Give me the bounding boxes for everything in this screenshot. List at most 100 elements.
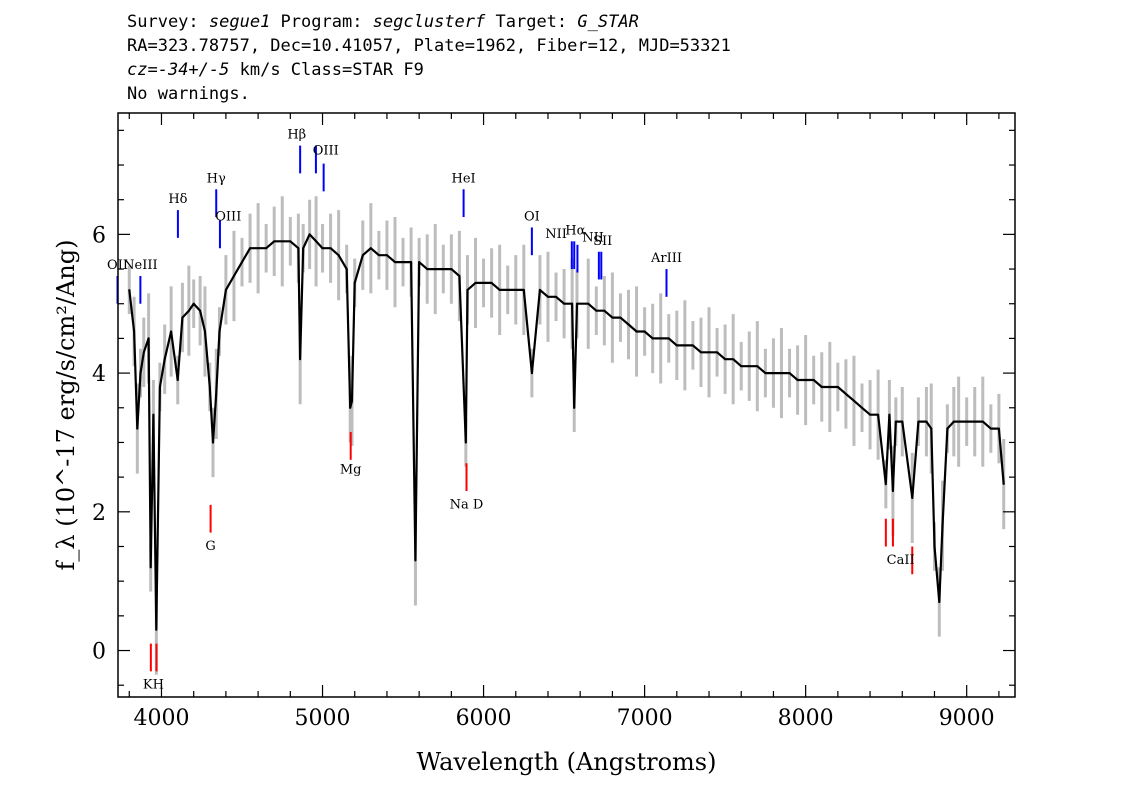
flux-point bbox=[349, 406, 352, 409]
flux-point bbox=[933, 545, 936, 548]
flux-point bbox=[571, 302, 574, 305]
flux-point bbox=[938, 601, 941, 603]
flux-point bbox=[595, 309, 598, 312]
flux-point bbox=[498, 288, 501, 291]
flux-point bbox=[587, 302, 590, 305]
flux-point bbox=[952, 420, 955, 423]
flux-point bbox=[474, 282, 477, 284]
flux-point bbox=[233, 275, 235, 277]
spectral-line-label: SII bbox=[593, 234, 612, 249]
line-labels: OIINeIIIHδHγOIIIHβOIIIHeIOINIIHαNIISIIAr… bbox=[107, 128, 915, 693]
flux-point bbox=[973, 420, 976, 423]
spectral-line-label: CaII bbox=[887, 553, 915, 568]
flux-point bbox=[377, 254, 380, 257]
flux-point bbox=[265, 247, 268, 250]
spectral-line-label: Hγ bbox=[207, 171, 226, 186]
flux-point bbox=[149, 566, 152, 569]
flux-point bbox=[627, 323, 630, 326]
survey-label: Survey: bbox=[127, 12, 209, 32]
spectral-line-label: Mg bbox=[340, 463, 362, 478]
flux-point bbox=[450, 268, 453, 270]
flux-point bbox=[215, 393, 218, 395]
flux-point bbox=[901, 420, 904, 423]
flux-point bbox=[249, 247, 251, 250]
flux-point bbox=[716, 351, 718, 354]
flux-point bbox=[187, 309, 190, 312]
flux-point bbox=[724, 358, 727, 361]
flux-point bbox=[176, 379, 179, 381]
flux-point bbox=[917, 420, 920, 423]
flux-point bbox=[353, 282, 356, 284]
flux-point bbox=[892, 490, 894, 492]
spectrum-header: Survey: segue1 Program: segclusterf Targ… bbox=[127, 10, 731, 106]
spectral-line-label: OIII bbox=[313, 144, 339, 159]
cz-value: -34+/-5 bbox=[157, 60, 230, 80]
flux-point bbox=[911, 497, 914, 499]
flux-point bbox=[464, 441, 467, 444]
flux-point bbox=[884, 483, 887, 485]
y-tick-label: 0 bbox=[92, 640, 106, 665]
flux-point bbox=[756, 365, 759, 368]
flux-point bbox=[845, 393, 847, 395]
plot-frame bbox=[117, 112, 1016, 698]
flux-point bbox=[659, 337, 662, 340]
flux-point bbox=[147, 337, 150, 340]
y-axis-title: f_λ (10^-17 erg/s/cm²/Ang) bbox=[52, 240, 80, 571]
flux-point bbox=[804, 379, 807, 381]
flux-point bbox=[989, 427, 992, 430]
flux-point bbox=[466, 288, 469, 291]
flux-point bbox=[369, 247, 372, 250]
flux-point bbox=[836, 386, 839, 388]
x-tick-label: 7000 bbox=[617, 706, 673, 731]
flux-point bbox=[732, 358, 735, 361]
flux-point bbox=[490, 282, 493, 284]
flux-point bbox=[139, 372, 142, 374]
x-tick-label: 8000 bbox=[778, 706, 834, 731]
flux-point bbox=[308, 233, 311, 236]
flux-point bbox=[170, 330, 173, 333]
flux-point bbox=[418, 261, 421, 264]
flux-point bbox=[204, 330, 206, 333]
cz-label: cz= bbox=[127, 60, 158, 80]
flux-point bbox=[133, 330, 136, 333]
flux-point bbox=[667, 337, 670, 340]
flux-point bbox=[643, 330, 646, 333]
header-line-redshift: cz=-34+/-5 km/s Class=STAR F9 bbox=[127, 58, 731, 82]
y-tick-label: 4 bbox=[92, 362, 106, 387]
flux-point bbox=[345, 268, 348, 270]
spectral-line-label: G bbox=[205, 539, 215, 554]
flux-point bbox=[158, 386, 161, 388]
flux-point bbox=[930, 427, 933, 430]
flux-point bbox=[426, 268, 429, 270]
flux-point bbox=[700, 351, 702, 354]
flux-point bbox=[812, 379, 815, 381]
flux-point bbox=[273, 240, 276, 243]
flux-point bbox=[224, 288, 227, 291]
flux-point bbox=[692, 344, 694, 347]
spectral-line-label: Hδ bbox=[168, 192, 187, 207]
flux-point bbox=[611, 316, 614, 319]
tick-labels: 4000 5000 6000 7000 8000 9000 0 2 4 6 bbox=[92, 223, 995, 731]
flux-point bbox=[708, 351, 710, 354]
flux-point bbox=[337, 254, 340, 257]
spectral-line-label: KH bbox=[143, 678, 164, 693]
flux-point bbox=[555, 295, 557, 298]
flux-point bbox=[321, 247, 324, 250]
flux-point bbox=[414, 559, 417, 562]
flux-point bbox=[394, 261, 396, 264]
flux-point bbox=[361, 254, 364, 257]
flux-point bbox=[142, 351, 145, 354]
flux-point bbox=[1002, 483, 1005, 485]
flux-point bbox=[386, 254, 388, 257]
flux-point bbox=[946, 427, 949, 430]
flux-point bbox=[563, 302, 565, 305]
flux-point bbox=[458, 275, 461, 277]
header-line-coordinates: RA=323.78757, Dec=10.41057, Plate=1962, … bbox=[127, 36, 731, 56]
flux-point bbox=[894, 420, 897, 423]
flux-point bbox=[289, 240, 292, 243]
flux-point bbox=[218, 330, 221, 333]
flux-point bbox=[155, 628, 158, 631]
flux-point bbox=[199, 309, 202, 312]
flux-series bbox=[128, 233, 1005, 631]
target-label: Target: bbox=[485, 12, 578, 32]
